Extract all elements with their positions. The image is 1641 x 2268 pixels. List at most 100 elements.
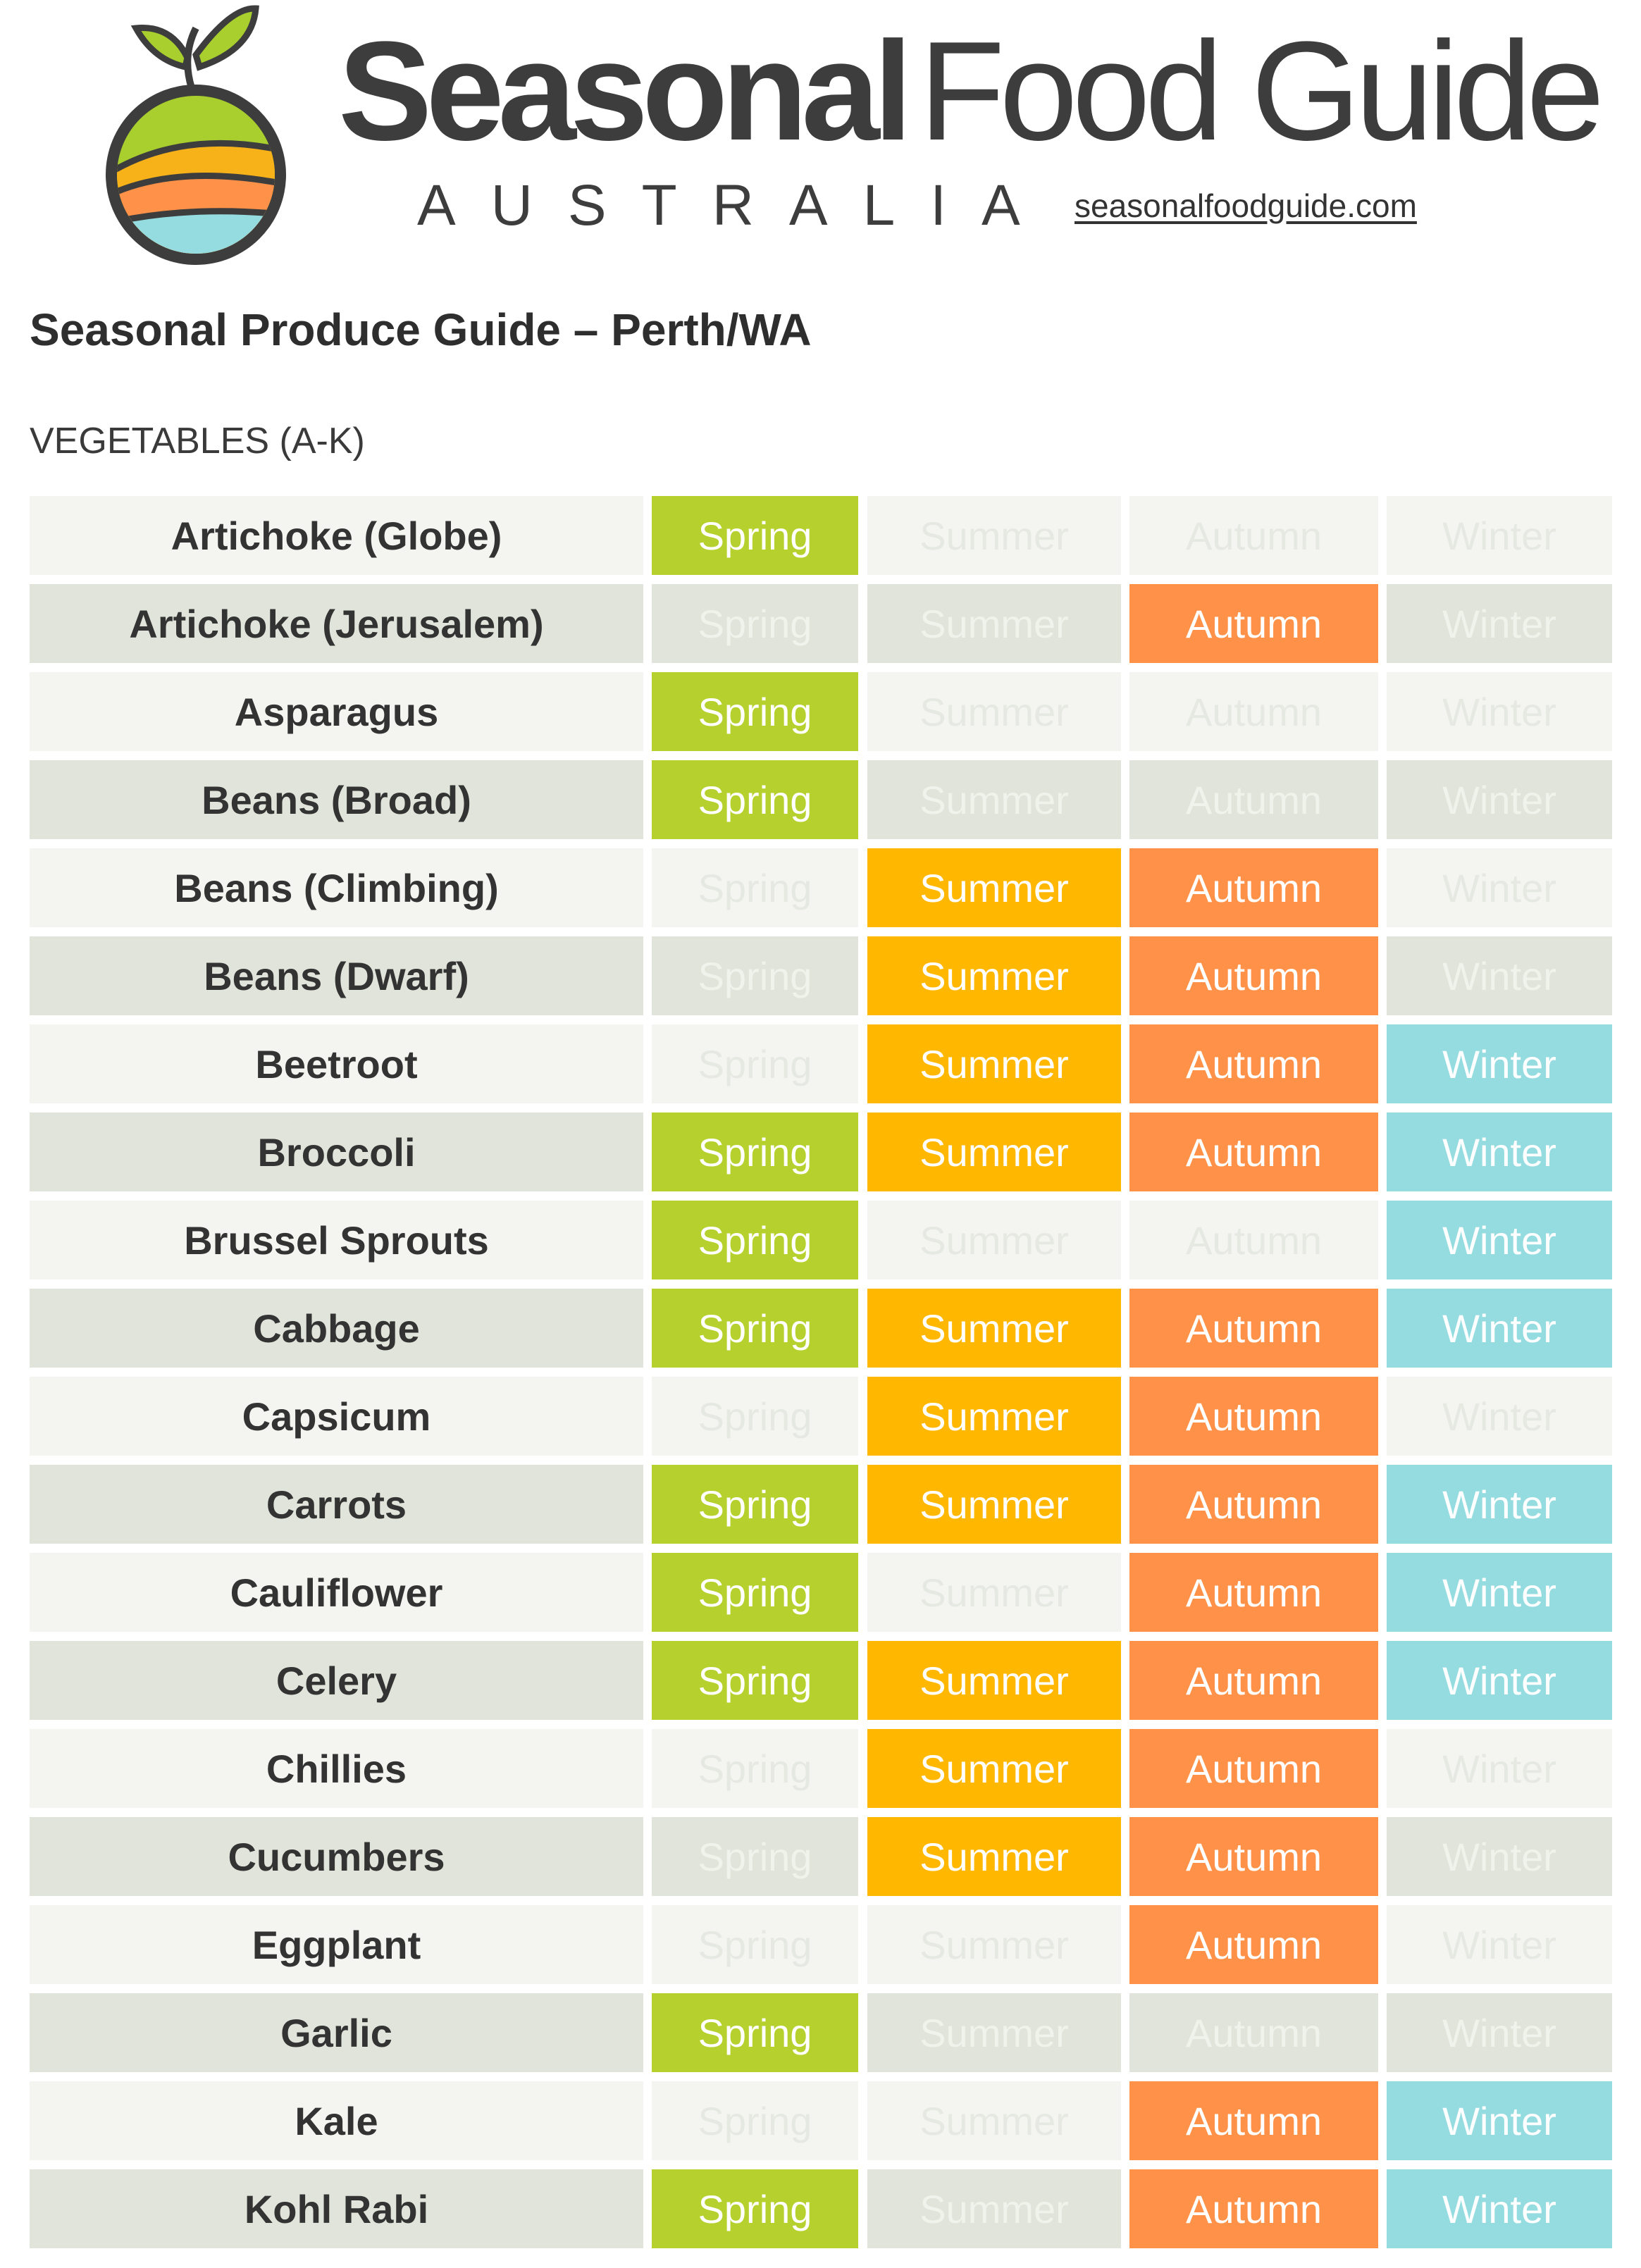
table-row: Beans (Dwarf) Spring Summer Autumn Winter xyxy=(30,936,1612,1015)
spring-cell: Spring xyxy=(652,2081,858,2160)
table-row: Kohl Rabi Spring Summer Autumn Winter xyxy=(30,2169,1612,2248)
spring-cell: Spring xyxy=(652,1553,858,1632)
table-row: Celery Spring Summer Autumn Winter xyxy=(30,1641,1612,1720)
produce-name: Beetroot xyxy=(30,1024,643,1103)
winter-cell: Winter xyxy=(1387,1024,1612,1103)
winter-cell: Winter xyxy=(1387,1377,1612,1456)
produce-name: Artichoke (Globe) xyxy=(30,496,643,575)
table-row: Artichoke (Jerusalem) Spring Summer Autumn W… xyxy=(30,584,1612,663)
brand-title-light: Food Guide xyxy=(919,13,1604,170)
produce-name: Eggplant xyxy=(30,1905,643,1984)
table-row: Beans (Broad) Spring Summer Autumn Winter xyxy=(30,760,1612,839)
winter-cell: Winter xyxy=(1387,1993,1612,2072)
produce-name: Capsicum xyxy=(30,1377,643,1456)
table-row: Carrots Spring Summer Autumn Winter xyxy=(30,1465,1612,1544)
winter-cell: Winter xyxy=(1387,1113,1612,1191)
produce-name: Celery xyxy=(30,1641,643,1720)
autumn-cell: Autumn xyxy=(1129,1113,1378,1191)
autumn-cell: Autumn xyxy=(1129,1289,1378,1368)
autumn-cell: Autumn xyxy=(1129,496,1378,575)
autumn-cell: Autumn xyxy=(1129,1201,1378,1279)
produce-name: Garlic xyxy=(30,1993,643,2072)
summer-cell: Summer xyxy=(867,1905,1121,1984)
summer-cell: Summer xyxy=(867,1113,1121,1191)
produce-name: Broccoli xyxy=(30,1113,643,1191)
spring-cell: Spring xyxy=(652,1729,858,1808)
summer-cell: Summer xyxy=(867,584,1121,663)
produce-name: Cauliflower xyxy=(30,1553,643,1632)
spring-cell: Spring xyxy=(652,1465,858,1544)
table-row: Cucumbers Spring Summer Autumn Winter xyxy=(30,1817,1612,1896)
summer-cell: Summer xyxy=(867,1377,1121,1456)
spring-cell: Spring xyxy=(652,1641,858,1720)
table-row: Artichoke (Globe) Spring Summer Autumn Winte… xyxy=(30,496,1612,575)
autumn-cell: Autumn xyxy=(1129,1993,1378,2072)
winter-cell: Winter xyxy=(1387,1817,1612,1896)
winter-cell: Winter xyxy=(1387,1905,1612,1984)
winter-cell: Winter xyxy=(1387,760,1612,839)
brand-title: SeasonalFood Guide xyxy=(338,7,1604,176)
brand-title-bold: Seasonal xyxy=(338,13,912,170)
autumn-cell: Autumn xyxy=(1129,1024,1378,1103)
table-row: Beetroot Spring Summer Autumn Winter xyxy=(30,1024,1612,1103)
autumn-cell: Autumn xyxy=(1129,2169,1378,2248)
winter-cell: Winter xyxy=(1387,1729,1612,1808)
winter-cell: Winter xyxy=(1387,848,1612,927)
summer-cell: Summer xyxy=(867,1024,1121,1103)
table-row: Capsicum Spring Summer Autumn Winter xyxy=(30,1377,1612,1456)
produce-name: Cabbage xyxy=(30,1289,643,1368)
autumn-cell: Autumn xyxy=(1129,1465,1378,1544)
produce-name: Carrots xyxy=(30,1465,643,1544)
winter-cell: Winter xyxy=(1387,496,1612,575)
summer-cell: Summer xyxy=(867,1817,1121,1896)
table-row: Brussel Sprouts Spring Summer Autumn Winter xyxy=(30,1201,1612,1279)
produce-name: Kohl Rabi xyxy=(30,2169,643,2248)
produce-name: Cucumbers xyxy=(30,1817,643,1896)
spring-cell: Spring xyxy=(652,1377,858,1456)
autumn-cell: Autumn xyxy=(1129,1817,1378,1896)
summer-cell: Summer xyxy=(867,936,1121,1015)
produce-name: Beans (Dwarf) xyxy=(30,936,643,1015)
spring-cell: Spring xyxy=(652,936,858,1015)
autumn-cell: Autumn xyxy=(1129,1641,1378,1720)
spring-cell: Spring xyxy=(652,1201,858,1279)
website-link[interactable]: seasonalfoodguide.com xyxy=(1075,187,1417,224)
spring-cell: Spring xyxy=(652,1024,858,1103)
autumn-cell: Autumn xyxy=(1129,1905,1378,1984)
produce-name: Artichoke (Jerusalem) xyxy=(30,584,643,663)
produce-name: Beans (Broad) xyxy=(30,760,643,839)
summer-cell: Summer xyxy=(867,848,1121,927)
autumn-cell: Autumn xyxy=(1129,848,1378,927)
autumn-cell: Autumn xyxy=(1129,672,1378,751)
autumn-cell: Autumn xyxy=(1129,1377,1378,1456)
produce-name: Chillies xyxy=(30,1729,643,1808)
summer-cell: Summer xyxy=(867,1993,1121,2072)
spring-cell: Spring xyxy=(652,1113,858,1191)
summer-cell: Summer xyxy=(867,1201,1121,1279)
produce-table: Artichoke (Globe) Spring Summer Autumn Winte… xyxy=(30,496,1612,2257)
produce-name: Brussel Sprouts xyxy=(30,1201,643,1279)
summer-cell: Summer xyxy=(867,1729,1121,1808)
produce-name: Beans (Climbing) xyxy=(30,848,643,927)
autumn-cell: Autumn xyxy=(1129,584,1378,663)
spring-cell: Spring xyxy=(652,1289,858,1368)
winter-cell: Winter xyxy=(1387,1553,1612,1632)
section-heading: VEGETABLES (A-K) xyxy=(30,421,365,461)
spring-cell: Spring xyxy=(652,1905,858,1984)
table-row: Chillies Spring Summer Autumn Winter xyxy=(30,1729,1612,1808)
spring-cell: Spring xyxy=(652,1993,858,2072)
table-row: Kale Spring Summer Autumn Winter xyxy=(30,2081,1612,2160)
autumn-cell: Autumn xyxy=(1129,1729,1378,1808)
summer-cell: Summer xyxy=(867,1289,1121,1368)
table-row: Garlic Spring Summer Autumn Winter xyxy=(30,1993,1612,2072)
spring-cell: Spring xyxy=(652,584,858,663)
winter-cell: Winter xyxy=(1387,1289,1612,1368)
spring-cell: Spring xyxy=(652,496,858,575)
table-row: Beans (Climbing) Spring Summer Autumn Winter xyxy=(30,848,1612,927)
autumn-cell: Autumn xyxy=(1129,936,1378,1015)
winter-cell: Winter xyxy=(1387,1465,1612,1544)
logo-icon xyxy=(106,5,286,265)
table-row: Eggplant Spring Summer Autumn Winter xyxy=(30,1905,1612,1984)
winter-cell: Winter xyxy=(1387,2081,1612,2160)
summer-cell: Summer xyxy=(867,2169,1121,2248)
